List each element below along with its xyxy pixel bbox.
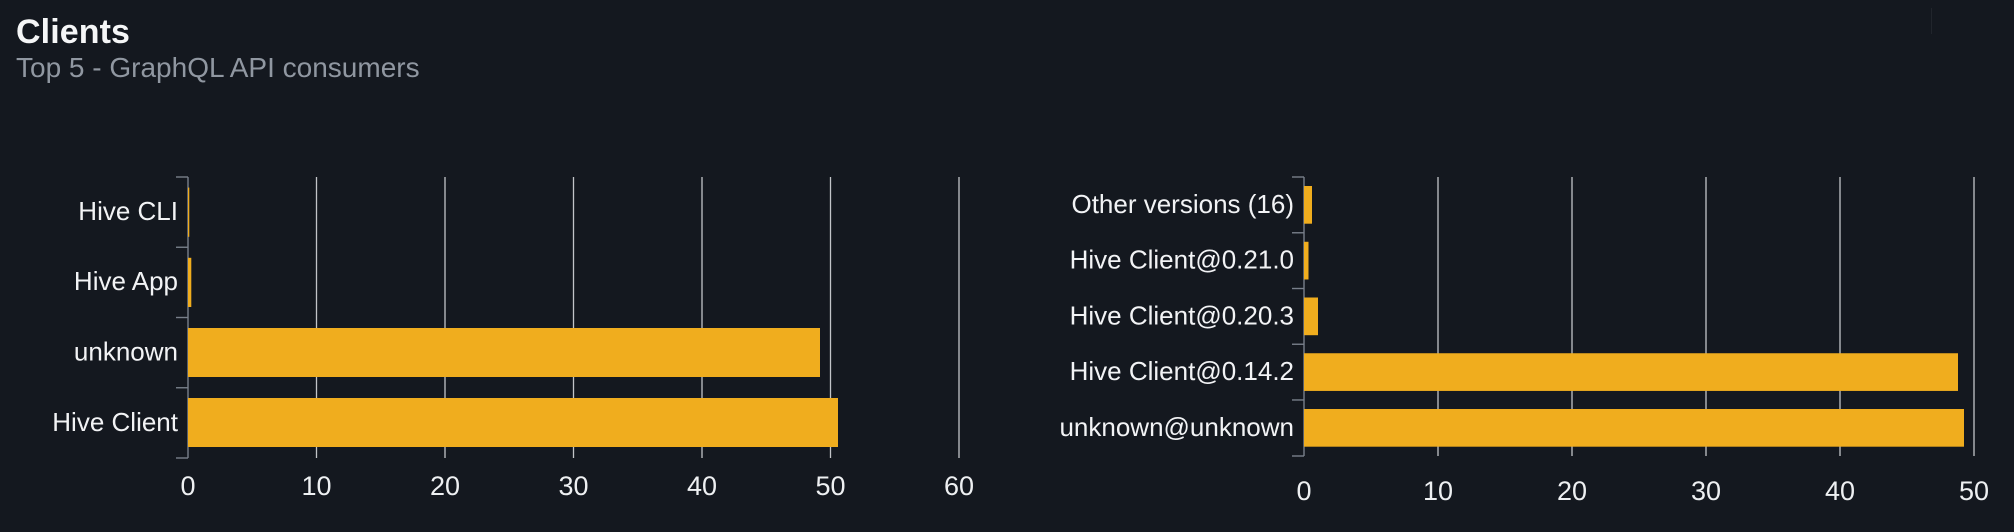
svg-text:Hive Client@0.21.0: Hive Client@0.21.0 [1070,245,1294,275]
svg-text:Hive Client@0.14.2: Hive Client@0.14.2 [1070,356,1294,386]
svg-text:40: 40 [687,471,717,501]
svg-text:20: 20 [1557,476,1587,506]
svg-text:10: 10 [1423,476,1453,506]
svg-text:20: 20 [430,471,460,501]
svg-text:Hive App: Hive App [74,266,178,296]
svg-text:30: 30 [558,471,588,501]
svg-text:50: 50 [815,471,845,501]
svg-text:10: 10 [301,471,331,501]
svg-text:0: 0 [180,471,195,501]
svg-text:Hive CLI: Hive CLI [78,196,178,226]
svg-text:30: 30 [1691,476,1721,506]
svg-text:Hive Client: Hive Client [52,407,178,437]
svg-text:40: 40 [1825,476,1855,506]
svg-text:50: 50 [1959,476,1989,506]
svg-text:Other versions (16): Other versions (16) [1071,189,1294,219]
svg-text:0: 0 [1296,476,1311,506]
svg-text:60: 60 [944,471,974,501]
svg-text:Hive Client@0.20.3: Hive Client@0.20.3 [1070,301,1294,331]
svg-text:unknown@unknown: unknown@unknown [1059,412,1294,442]
svg-text:unknown: unknown [74,337,178,367]
